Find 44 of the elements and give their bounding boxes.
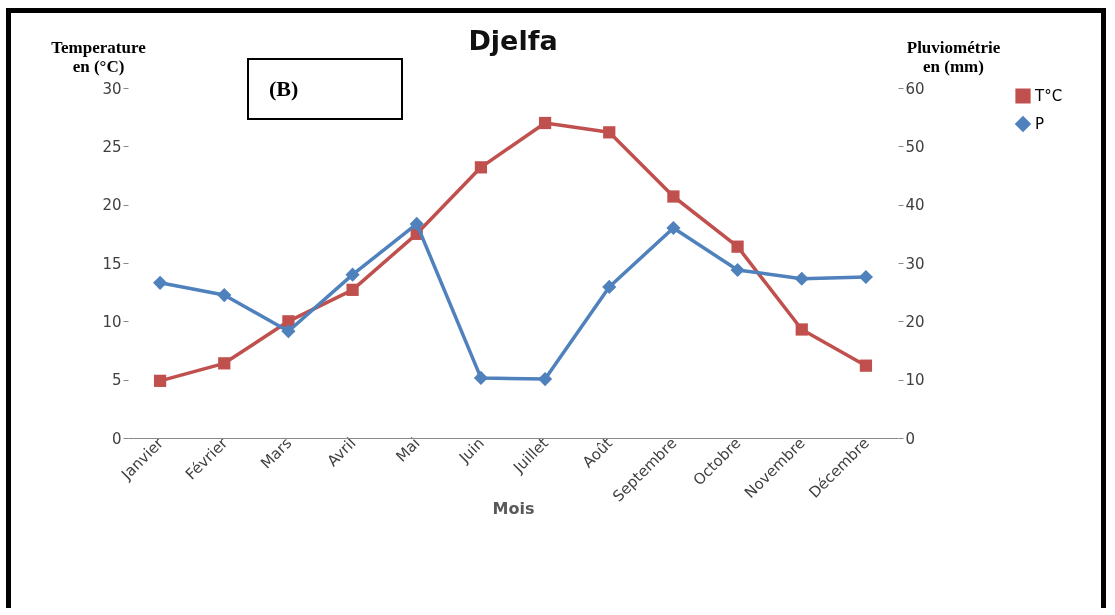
y2-tick-label: 60 (905, 79, 925, 98)
y2-tick-label: 50 (905, 137, 925, 156)
y-tick-label: 15 (102, 254, 122, 273)
point (217, 288, 232, 303)
text-box: (B) (247, 58, 403, 120)
x-tick-label: Mai (392, 434, 424, 466)
point (730, 262, 745, 278)
y2-tick-label: 40 (905, 196, 925, 215)
point (795, 323, 808, 336)
y-tick-label: 5 (111, 371, 122, 390)
point (153, 374, 167, 387)
y2-tick-label: 10 (905, 371, 925, 390)
point (859, 359, 873, 372)
point (281, 324, 296, 339)
y2-tick-label: 20 (905, 312, 925, 331)
chart-title: Djelfa (468, 25, 558, 56)
y-tick-label: 25 (102, 137, 122, 156)
point (794, 271, 809, 286)
point (858, 269, 873, 285)
point (409, 216, 424, 231)
point (666, 220, 681, 236)
point (731, 240, 744, 253)
legend-label: T°C (1034, 87, 1063, 105)
y-tick-label: 30 (102, 79, 122, 98)
legend-label: P (1035, 115, 1045, 133)
point (218, 357, 231, 370)
point (346, 283, 359, 296)
y-axis-title: Temperature en (°C) (51, 37, 147, 76)
y-tick-label: 10 (102, 312, 122, 331)
y-tick-label: 0 (111, 429, 122, 448)
point (153, 275, 168, 290)
point (474, 161, 488, 174)
point (667, 190, 680, 203)
y-tick-label: 20 (102, 196, 122, 215)
point (602, 279, 617, 294)
y2-axis-title: Pluviométrie en (mm) (906, 37, 1001, 76)
x-axis-title: Mois (492, 498, 535, 518)
point (538, 372, 553, 387)
point (538, 116, 552, 130)
point (473, 370, 488, 385)
point (345, 267, 360, 282)
y2-tick-label: 0 (905, 429, 916, 448)
y2-tick-label: 30 (905, 254, 925, 273)
point (603, 126, 616, 139)
